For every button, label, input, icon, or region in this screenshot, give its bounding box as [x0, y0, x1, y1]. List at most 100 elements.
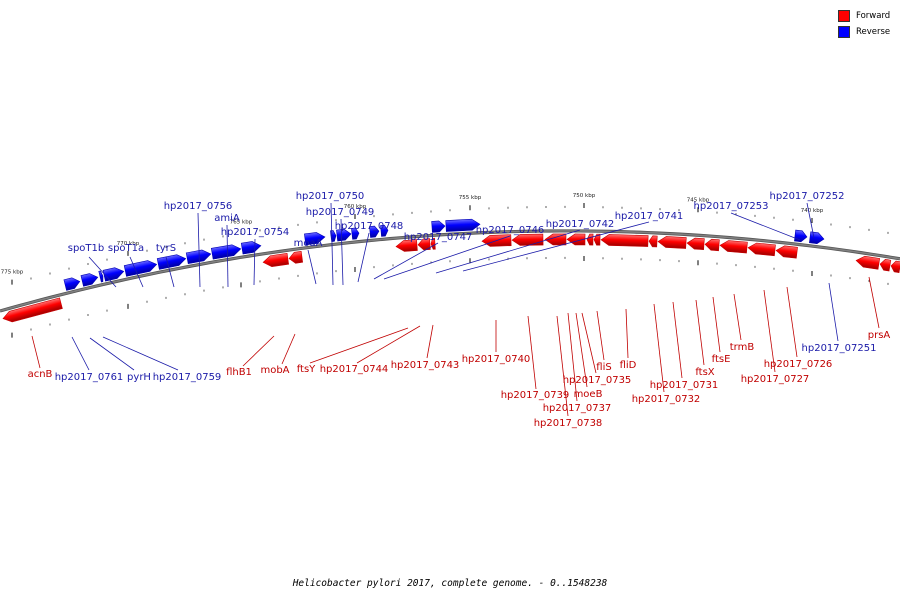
- gene-label-hp2017-0735: hp2017_0735: [563, 375, 632, 386]
- forward-swatch: [838, 10, 850, 22]
- gene-label-pyrh: pyrH: [127, 372, 151, 383]
- gene-leader-line: [383, 235, 511, 280]
- gene-label-hp2017-07252: hp2017_07252: [770, 191, 845, 202]
- gene-leader-line: [340, 218, 344, 286]
- gene-leader-line: [462, 221, 650, 272]
- forward-gene-arrow: [544, 233, 567, 246]
- forward-gene-arrow: [395, 239, 418, 252]
- forward-gene-arrow: [417, 238, 431, 251]
- gene-leader-line: [197, 212, 201, 288]
- reverse-swatch: [838, 26, 850, 38]
- gene-label-hp2017-0742: hp2017_0742: [546, 219, 615, 230]
- reverse-gene-arrow: [63, 277, 81, 291]
- reverse-gene-arrow: [351, 227, 360, 240]
- scale-tick-label: 765 kbp: [230, 219, 253, 225]
- forward-gene-shape: [890, 260, 900, 274]
- reverse-gene-shape: [380, 224, 389, 237]
- reverse-gene-arrow: [80, 273, 99, 287]
- gene-label-hp2017-0748: hp2017_0748: [335, 221, 404, 232]
- gene-label-hp2017-0743: hp2017_0743: [391, 360, 460, 371]
- gene-leader-line: [575, 312, 588, 388]
- gene-leader-line: [330, 202, 334, 286]
- legend-item-forward: Forward: [838, 9, 900, 23]
- forward-gene-shape: [719, 240, 748, 254]
- gene-leader-line: [281, 333, 296, 365]
- scale-tick-label: 745 kbp: [687, 197, 710, 203]
- forward-gene-shape: [855, 255, 881, 270]
- gene-label-hp2017-0749: hp2017_0749: [306, 207, 375, 218]
- scale-tick-label: 740 kbp: [801, 208, 824, 214]
- forward-gene-shape: [593, 233, 601, 246]
- reverse-gene-shape: [98, 270, 104, 283]
- forward-gene-shape: [2, 297, 63, 323]
- gene-label-hp2017-0727: hp2017_0727: [741, 374, 810, 385]
- gene-labels-layer: acnB hp2017_0761 spoT1b pyrH spoT1a tyrS hp201…: [28, 191, 891, 429]
- gene-leader-line: [242, 335, 275, 367]
- reverse-gene-shape: [80, 273, 99, 287]
- forward-gene-shape: [544, 233, 567, 246]
- gene-leader-line: [307, 249, 317, 285]
- gene-label-hp2017-0747: hp2017_0747: [404, 232, 473, 243]
- gene-leader-line: [828, 282, 839, 342]
- forward-gene-arrow: [586, 233, 594, 246]
- gene-label-hp2017-0746: hp2017_0746: [476, 225, 545, 236]
- legend-item-reverse: Reverse: [838, 25, 900, 39]
- gene-label-hp2017-0739: hp2017_0739: [501, 390, 570, 401]
- gene-label-flhb1: flhB1: [226, 367, 252, 378]
- reverse-gene-arrow: [336, 228, 352, 242]
- gene-leader-line: [31, 335, 41, 369]
- gene-label-hp2017-0732: hp2017_0732: [632, 394, 701, 405]
- gene-label-ftsx: ftsX: [695, 367, 714, 378]
- gene-leader-line: [581, 312, 597, 374]
- reverse-gene-arrow: [369, 225, 380, 238]
- forward-gene-arrow: [262, 252, 290, 267]
- gene-leader-line: [89, 337, 135, 371]
- gene-label-moaa: moaA: [294, 238, 323, 249]
- gene-leader-line: [165, 256, 175, 288]
- gene-label-moeb: moeB: [574, 389, 603, 400]
- gene-leader-line: [596, 310, 605, 361]
- gene-leader-line: [102, 336, 179, 371]
- forward-gene-shape: [600, 234, 649, 247]
- gene-label-hp2017-0756: hp2017_0756: [164, 201, 233, 212]
- reverse-gene-shape: [63, 277, 81, 291]
- reverse-gene-arrow: [794, 229, 808, 243]
- reverse-gene-arrow: [304, 232, 326, 246]
- gene-label-trmb: trmB: [730, 342, 755, 353]
- reverse-gene-arrow: [123, 260, 158, 277]
- gene-leader-line: [71, 336, 90, 371]
- scale-ticks-layer: 775 kbp 770 kbp 765 kbp 760 kbp 755 kbp 750 k…: [1, 193, 889, 338]
- forward-gene-shape: [511, 233, 544, 246]
- forward-gene-arrow: [288, 251, 304, 264]
- reverse-gene-shape: [156, 254, 187, 270]
- forward-gene-arrow: [879, 259, 892, 272]
- gene-leader-line: [806, 202, 815, 239]
- gene-leader-line: [226, 224, 229, 288]
- gene-leader-line: [695, 299, 705, 366]
- reverse-gene-shape: [102, 267, 125, 282]
- forward-gene-arrow: [600, 234, 649, 247]
- gene-leader-line: [129, 256, 144, 288]
- gene-label-hp2017-0726: hp2017_0726: [764, 359, 833, 370]
- gene-label-hp2017-0759: hp2017_0759: [153, 372, 222, 383]
- scale-tick-label: 775 kbp: [1, 270, 24, 276]
- reverse-gene-shape: [123, 260, 158, 277]
- gene-leader-line: [712, 296, 721, 353]
- forward-gene-arrow: [704, 238, 720, 252]
- gene-label-hp2017-0737: hp2017_0737: [543, 403, 612, 414]
- forward-gene-shape: [747, 242, 776, 257]
- scale-tick-label: 770 kbp: [117, 241, 140, 247]
- gene-label-hp2017-0740: hp2017_0740: [462, 354, 531, 365]
- gene-leader-line: [527, 315, 537, 390]
- gene-leader-line: [435, 229, 581, 274]
- reverse-gene-shape: [445, 218, 481, 232]
- forward-gene-shape: [879, 259, 892, 272]
- gene-leader-line: [426, 324, 434, 359]
- gene-leader-line: [253, 238, 256, 286]
- forward-gene-shape: [586, 233, 594, 246]
- reverse-gene-arrow: [102, 267, 125, 282]
- gene-leader-line: [672, 301, 683, 379]
- reverse-gene-shape: [809, 231, 825, 245]
- scale-tick-label: 755 kbp: [459, 195, 482, 201]
